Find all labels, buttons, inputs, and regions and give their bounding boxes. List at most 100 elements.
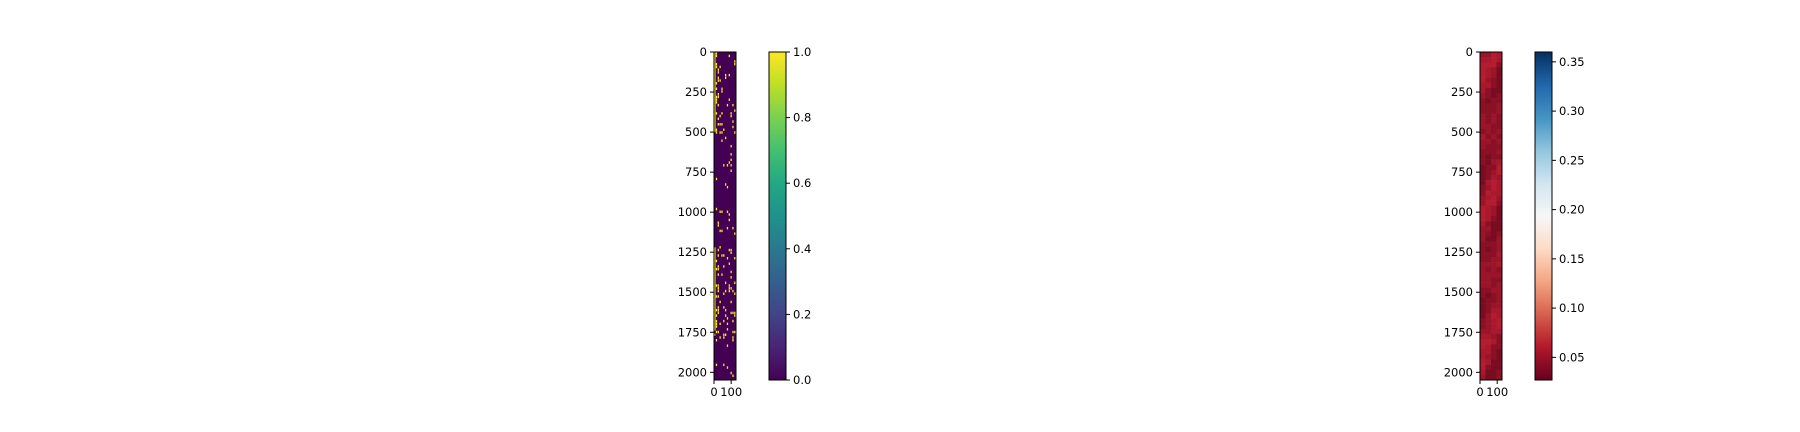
heatmap-cell — [1480, 344, 1486, 350]
heatmap-cell — [1480, 323, 1486, 330]
heatmap-cell — [1491, 139, 1497, 145]
x-axis: 0 100 — [710, 380, 742, 399]
heatmap-cell — [728, 287, 730, 290]
heatmap-cell — [1491, 62, 1497, 68]
heatmap-cell — [1480, 205, 1486, 212]
heatmap-cell — [1485, 333, 1492, 340]
heatmap-cell — [734, 232, 736, 235]
heatmap-cell — [1485, 93, 1492, 99]
heatmap-cell — [728, 161, 730, 164]
heatmap-cell — [1496, 134, 1503, 140]
heatmap-cell — [1485, 282, 1492, 289]
heatmap-cell — [730, 371, 732, 375]
y-tick-label: 1750 — [678, 325, 707, 339]
heatmap-cell — [1480, 159, 1486, 166]
heatmap-background — [714, 52, 736, 380]
heatmap-cell — [1491, 339, 1497, 345]
heatmap-cell — [1496, 241, 1503, 248]
heatmap-cell — [728, 98, 730, 101]
heatmap-cell — [1485, 221, 1492, 227]
heatmap-cell — [730, 114, 732, 118]
heatmap-cell — [1496, 118, 1503, 125]
heatmap-cell — [732, 374, 734, 377]
heatmap-cell — [1485, 246, 1492, 253]
heatmap-cell — [715, 325, 718, 328]
heatmap-frame — [1479, 51, 1503, 381]
heatmap-cell — [1496, 200, 1503, 207]
colorbar-tick-label: 0.2 — [793, 307, 811, 321]
heatmap-cell — [1485, 374, 1492, 381]
heatmap-cell — [726, 257, 729, 260]
heatmap-cell — [719, 322, 721, 326]
heatmap-cell — [1485, 159, 1492, 166]
heatmap-cell — [1491, 57, 1497, 63]
heatmap-cell — [1496, 323, 1503, 330]
heatmap-cell — [1485, 328, 1492, 335]
heatmap-cell — [1496, 62, 1503, 68]
heatmap-cell — [717, 289, 719, 293]
heatmap-cell — [1480, 339, 1486, 345]
heatmap-cell — [1496, 103, 1503, 109]
heatmap-cell — [1480, 175, 1486, 181]
heatmap-cell — [725, 136, 727, 140]
heatmap-cell — [734, 311, 736, 315]
heatmap-cell — [1496, 72, 1503, 78]
heatmap-cell — [1491, 323, 1497, 330]
heatmap-cell — [1496, 77, 1503, 84]
heatmap-cell — [726, 317, 729, 320]
heatmap-cell — [717, 71, 719, 74]
heatmap-cell — [717, 284, 719, 287]
heatmap-cell — [1485, 231, 1492, 237]
heatmap-cell — [1496, 195, 1503, 201]
heatmap-cell — [1485, 359, 1492, 365]
heatmap-cell — [1480, 164, 1486, 171]
heatmap-cell — [1485, 277, 1492, 283]
heatmap-cell — [1496, 57, 1503, 63]
heatmap-cell — [1496, 272, 1503, 278]
heatmap-cell — [1491, 267, 1497, 273]
heatmap-cell — [1485, 118, 1492, 125]
heatmap-cell — [715, 98, 718, 101]
heatmap-cell — [1480, 241, 1486, 248]
y-tick-label: 2000 — [1444, 365, 1473, 379]
heatmap-cell — [1485, 344, 1492, 350]
y-tick-label: 1250 — [1444, 245, 1473, 259]
heatmap-cell — [715, 87, 718, 90]
colorbar-tick-label: 0.20 — [1559, 203, 1585, 217]
heatmap-cell — [1496, 123, 1503, 130]
heatmap-cell — [1485, 226, 1492, 232]
colorbar-gradient — [1534, 51, 1553, 381]
y-tick-label: 500 — [685, 125, 707, 139]
heatmap-cell — [1491, 72, 1497, 78]
heatmap-cell — [734, 330, 736, 334]
heatmap-cell — [1491, 169, 1497, 176]
heatmap-cell — [1496, 205, 1503, 212]
heatmap-cell — [732, 330, 734, 334]
heatmap-cell — [717, 93, 719, 96]
heatmap-cell — [717, 79, 719, 82]
heatmap-cell — [730, 112, 732, 115]
heatmap-cell — [1485, 308, 1492, 314]
x-tick-label: 0 — [710, 385, 717, 399]
heatmap-cell — [723, 164, 725, 167]
heatmap-cell — [725, 308, 727, 312]
heatmap-cell — [1480, 190, 1486, 196]
y-tick-label: 750 — [1451, 165, 1473, 179]
heatmap-cell — [1485, 318, 1492, 324]
heatmap-cell — [1480, 236, 1486, 242]
heatmap-cell — [1496, 128, 1503, 135]
heatmap-cell — [732, 311, 734, 315]
heatmap-cell — [715, 54, 718, 58]
heatmap-cell — [725, 76, 727, 80]
heatmap-cell — [717, 248, 719, 252]
colorbar-tick-label: 0.30 — [1559, 104, 1585, 118]
heatmap-cell — [1491, 185, 1497, 191]
heatmap-cell — [732, 336, 734, 339]
heatmap-cell — [723, 292, 725, 295]
heatmap-cell — [1485, 134, 1492, 140]
heatmap-cell — [1480, 328, 1486, 335]
heatmap-cell — [1496, 344, 1503, 350]
heatmap-cell — [1480, 303, 1486, 309]
heatmap-cell — [721, 131, 723, 134]
heatmap-cell — [728, 262, 730, 265]
